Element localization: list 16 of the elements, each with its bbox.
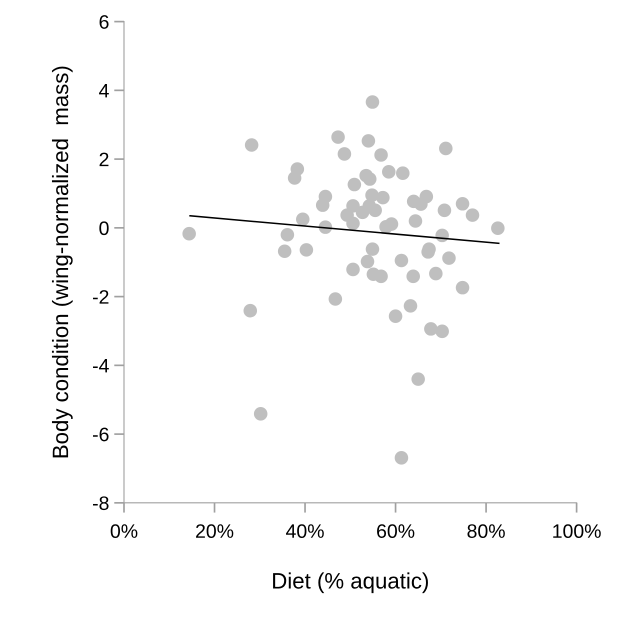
y-tick-label: 6 [100,15,109,29]
x-axis-title: Diet (% aquatic) [273,572,428,594]
x-tick-label: 40% [286,524,324,538]
x-tick-label: 100% [553,524,601,538]
y-tick-label: -2 [92,290,108,304]
y-axis-title: Body condition (wing-normalized mass) [52,66,73,458]
y-tick-label: 2 [100,152,108,166]
x-tick-label: 0% [110,524,138,538]
y-tick-label: 0 [99,221,109,236]
y-tick-label: -6 [92,428,109,442]
x-tick-label: 80% [467,524,505,538]
y-tick-label: -8 [92,496,109,510]
y-tick-label: -4 [92,359,109,372]
x-tick-label: 60% [377,524,414,538]
x-tick-label: 20% [196,524,234,538]
y-tick-label: 4 [99,84,109,98]
